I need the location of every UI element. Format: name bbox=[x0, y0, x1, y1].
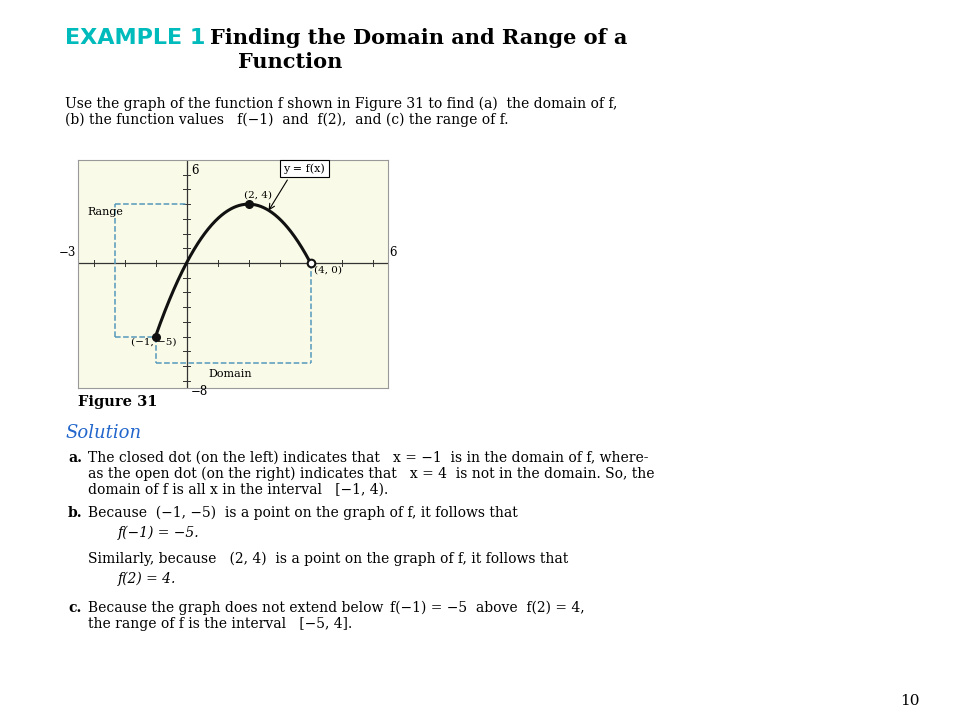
Text: the range of f is the interval   [−5, 4].: the range of f is the interval [−5, 4]. bbox=[88, 617, 352, 631]
Text: −3: −3 bbox=[60, 246, 77, 259]
Text: b.: b. bbox=[68, 506, 83, 520]
Text: (−1, −5): (−1, −5) bbox=[131, 338, 177, 347]
Text: EXAMPLE 1: EXAMPLE 1 bbox=[65, 28, 205, 48]
Text: as the open dot (on the right) indicates that   x = 4  is not in the domain. So,: as the open dot (on the right) indicates… bbox=[88, 467, 655, 482]
Text: f(−1) = −5  above  f(2) = 4,: f(−1) = −5 above f(2) = 4, bbox=[390, 601, 585, 615]
Text: Figure 31: Figure 31 bbox=[78, 395, 157, 409]
Text: c.: c. bbox=[68, 601, 82, 615]
Text: Finding the Domain and Range of a: Finding the Domain and Range of a bbox=[210, 28, 628, 48]
Text: Function: Function bbox=[238, 52, 343, 72]
Text: Domain: Domain bbox=[208, 369, 252, 379]
Text: (b) the function values   f(−1)  and  f(2),  and (c) the range of f.: (b) the function values f(−1) and f(2), … bbox=[65, 113, 509, 127]
Text: Use the graph of the function f shown in Figure 31 to find (a)  the domain of f,: Use the graph of the function f shown in… bbox=[65, 97, 617, 112]
Text: 10: 10 bbox=[900, 694, 920, 708]
Text: f(−1) = −5.: f(−1) = −5. bbox=[118, 526, 200, 541]
Text: (4, 0): (4, 0) bbox=[314, 266, 342, 275]
Text: 6: 6 bbox=[191, 164, 199, 177]
Text: f(2) = 4.: f(2) = 4. bbox=[118, 572, 177, 586]
Text: (2, 4): (2, 4) bbox=[244, 191, 272, 199]
Text: Because the graph does not extend below: Because the graph does not extend below bbox=[88, 601, 383, 615]
Text: Because  (−1, −5)  is a point on the graph of f, it follows that: Because (−1, −5) is a point on the graph… bbox=[88, 506, 517, 521]
Text: −8: −8 bbox=[191, 385, 208, 398]
Text: domain of f is all x in the interval   [−1, 4).: domain of f is all x in the interval [−1… bbox=[88, 483, 388, 497]
Text: The closed dot (on the left) indicates that   x = −1  is in the domain of f, whe: The closed dot (on the left) indicates t… bbox=[88, 451, 649, 465]
Text: Similarly, because   (2, 4)  is a point on the graph of f, it follows that: Similarly, because (2, 4) is a point on … bbox=[88, 552, 568, 567]
Text: y = f(x): y = f(x) bbox=[283, 163, 325, 174]
Text: a.: a. bbox=[68, 451, 82, 465]
Text: Solution: Solution bbox=[65, 424, 141, 442]
Text: 6: 6 bbox=[390, 246, 397, 259]
Text: Range: Range bbox=[87, 207, 123, 217]
